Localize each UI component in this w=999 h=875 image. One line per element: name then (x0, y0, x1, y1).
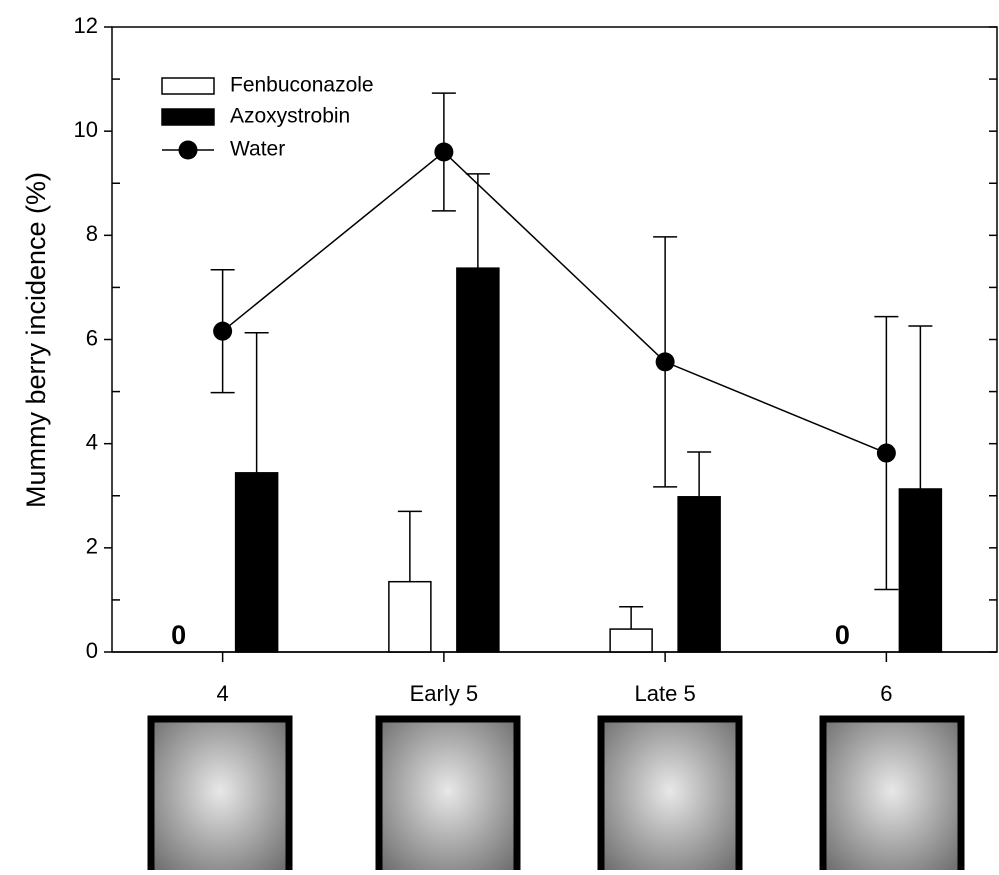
water-point (876, 443, 896, 463)
error-bar (397, 510, 422, 582)
photo (597, 715, 743, 875)
y-axis-label: Mummy berry incidence (%) (21, 172, 51, 508)
bar (677, 496, 721, 653)
x-tick-label: Late 5 (635, 681, 696, 706)
value-label: 0 (835, 620, 850, 650)
legend-marker (178, 140, 198, 160)
photo (375, 715, 521, 875)
y-tick-label: 10 (74, 117, 98, 142)
legend-label: Fenbuconazole (230, 74, 374, 97)
error-bar (465, 173, 490, 269)
bar (456, 267, 500, 653)
bar (388, 580, 432, 653)
y-tick-label: 12 (74, 13, 98, 38)
x-tick-label: Early 5 (410, 681, 478, 706)
error-bar (619, 605, 644, 630)
y-tick-label: 6 (86, 325, 98, 350)
error-bar (908, 325, 933, 489)
y-tick-label: 0 (86, 638, 98, 663)
bar (898, 488, 943, 653)
photo (819, 715, 965, 875)
error-bar (244, 331, 269, 473)
water-point (213, 321, 233, 341)
y-tick-label: 8 (86, 221, 98, 246)
value-label: 0 (171, 620, 186, 650)
bar (234, 472, 279, 653)
x-tick-label: 4 (217, 681, 229, 706)
bar (609, 628, 653, 653)
water-line (222, 151, 887, 454)
water-point (434, 142, 454, 162)
legend-label: Azoxystrobin (230, 105, 350, 128)
legend-label: Water (230, 138, 285, 161)
y-tick-label: 2 (86, 534, 98, 559)
error-bar (687, 451, 712, 497)
water-point (655, 352, 675, 372)
photos (147, 715, 965, 875)
y-tick-label: 4 (86, 429, 98, 454)
photo (147, 715, 293, 875)
legend-swatch (161, 77, 215, 95)
legend-swatch (161, 108, 215, 126)
x-tick-label: 6 (880, 681, 892, 706)
